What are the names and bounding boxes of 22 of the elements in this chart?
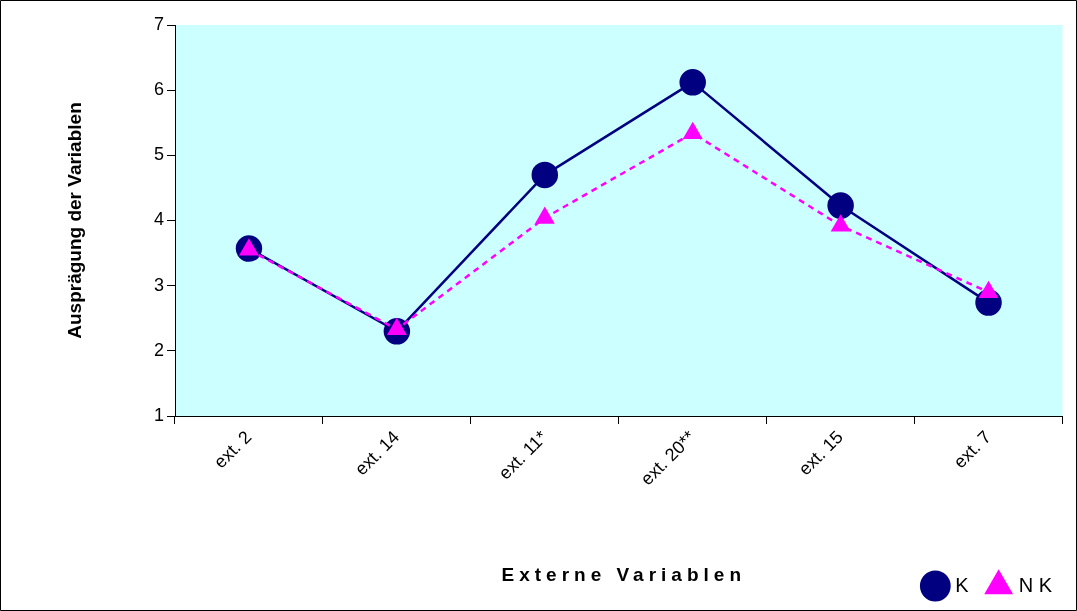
point bbox=[979, 281, 998, 298]
point bbox=[827, 192, 854, 219]
y-tick-label: 6 bbox=[153, 79, 164, 100]
y-tick-label: 1 bbox=[153, 404, 164, 425]
y-axis-title: Ausprägung der Variablen bbox=[63, 102, 85, 339]
x-tick-label: ext. 11* bbox=[494, 426, 552, 484]
legend-label: K bbox=[955, 573, 970, 596]
legend-label: N K bbox=[1018, 573, 1053, 596]
point bbox=[831, 215, 850, 232]
x-tick-label: ext. 15 bbox=[794, 426, 847, 480]
x-tick-label: ext. 14 bbox=[350, 426, 404, 480]
x-tick-label: ext. 7 bbox=[949, 426, 995, 473]
x-tick-label: ext. 2 bbox=[210, 426, 256, 473]
point bbox=[535, 207, 554, 224]
x-axis-title: Externe Variablen bbox=[501, 564, 746, 586]
y-tick-label: 3 bbox=[153, 274, 164, 295]
y-tick-label: 2 bbox=[153, 339, 164, 360]
point bbox=[679, 69, 706, 96]
y-tick-label: 4 bbox=[153, 209, 164, 230]
y-tick-label: 5 bbox=[153, 144, 164, 165]
point bbox=[531, 161, 559, 189]
y-tick-label: 7 bbox=[153, 13, 164, 34]
